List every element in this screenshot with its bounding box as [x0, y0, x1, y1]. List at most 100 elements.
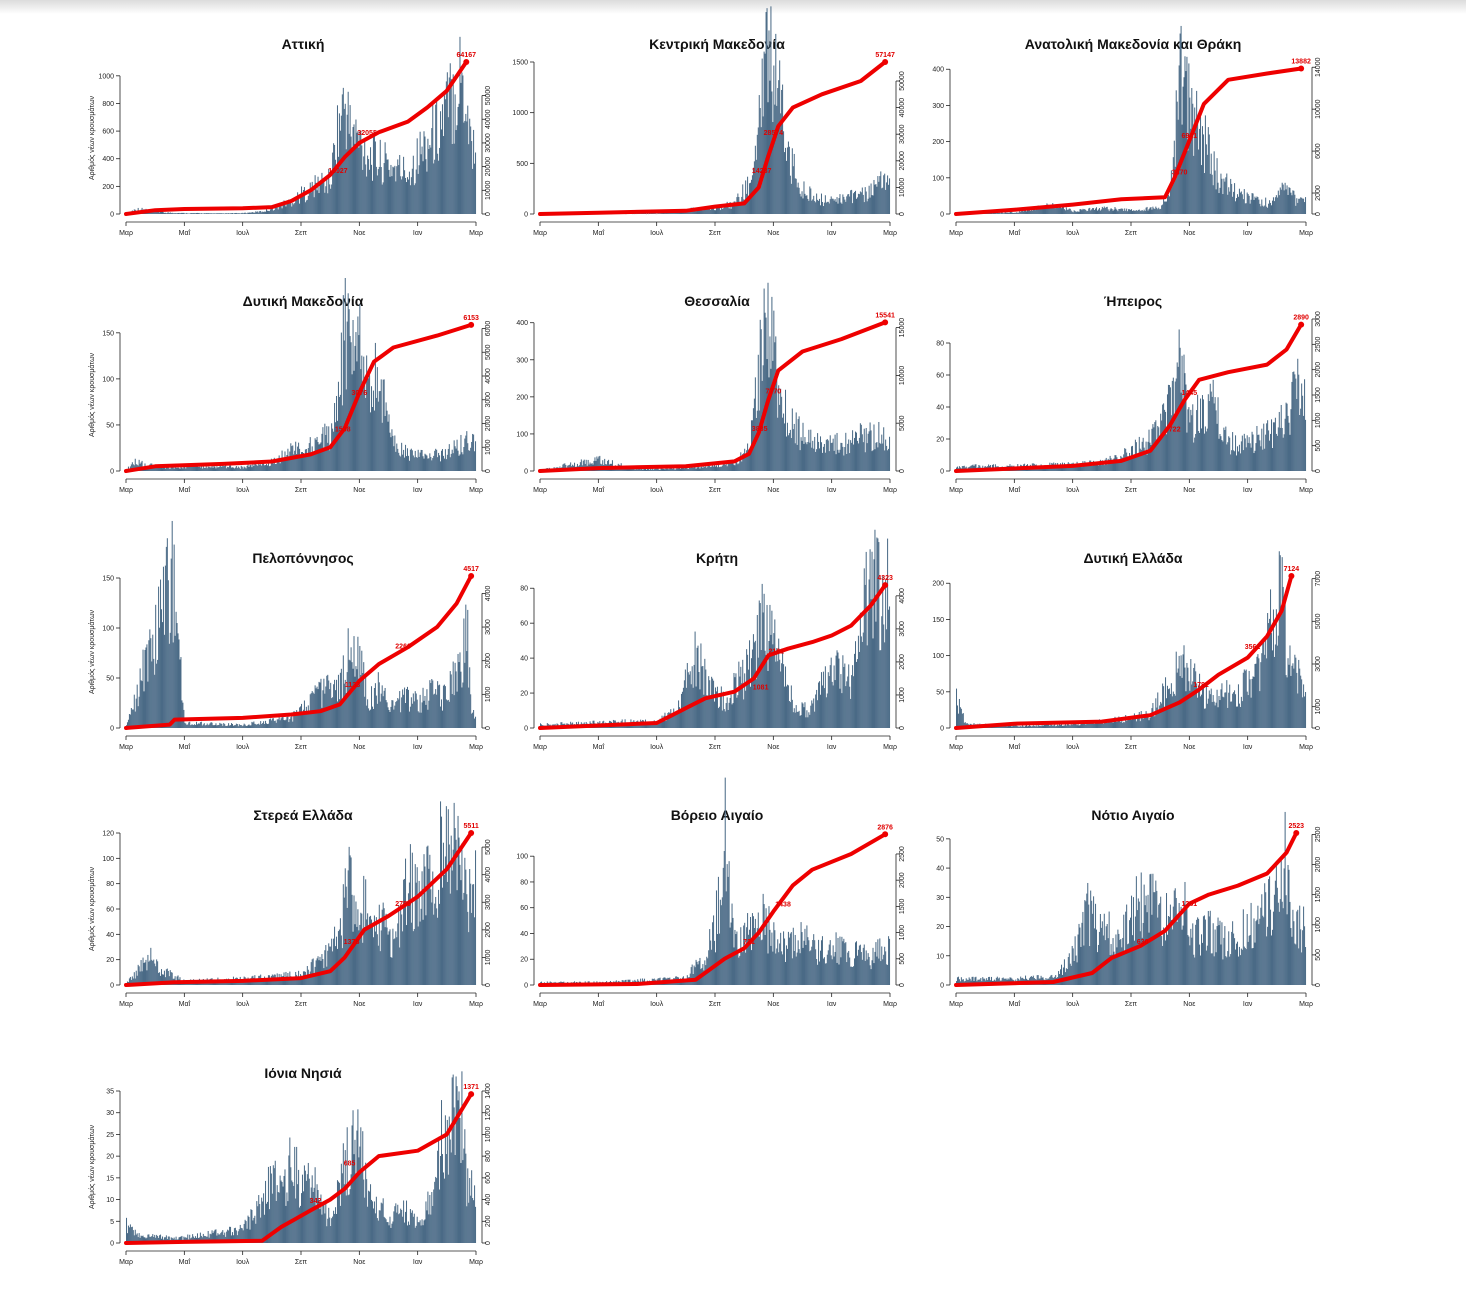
- bar-mark: [1098, 209, 1099, 214]
- bar-mark: [1138, 210, 1139, 214]
- bar-mark: [259, 725, 260, 728]
- bar-mark: [457, 125, 458, 214]
- bar-mark: [1026, 211, 1027, 214]
- bar-mark: [1149, 208, 1150, 214]
- bar-mark: [1210, 174, 1211, 214]
- bar-mark: [863, 948, 864, 985]
- bar-mark: [804, 194, 805, 214]
- bar-mark: [694, 966, 695, 985]
- bar-mark: [1140, 721, 1141, 728]
- bar-mark: [857, 441, 858, 471]
- bar-mark: [1009, 726, 1010, 728]
- bar-mark: [189, 722, 190, 728]
- bar-mark: [1099, 465, 1100, 471]
- bar-mark: [1175, 696, 1176, 728]
- bar-mark: [738, 958, 739, 985]
- bar-mark: [1172, 185, 1173, 214]
- bar-mark: [749, 930, 750, 985]
- bar-mark: [646, 470, 647, 471]
- bar-mark: [414, 701, 415, 728]
- bar-mark: [1081, 210, 1082, 214]
- bar-mark: [218, 467, 219, 471]
- bar-mark: [759, 600, 760, 728]
- bar-mark: [760, 320, 761, 471]
- bar-mark: [1289, 870, 1290, 985]
- bar-mark: [1069, 209, 1070, 214]
- bar-mark: [1158, 712, 1159, 728]
- bar-mark: [758, 355, 759, 471]
- bar-mark: [884, 947, 885, 985]
- bar-mark: [191, 725, 192, 728]
- month-label: Σεπ: [1125, 744, 1137, 751]
- bar-mark: [260, 211, 261, 214]
- bar-mark: [664, 469, 665, 471]
- bar-mark: [356, 669, 357, 728]
- bar-mark: [709, 680, 710, 728]
- bar-mark: [878, 959, 879, 985]
- bar-mark: [1257, 654, 1258, 728]
- bar-mark: [1229, 685, 1230, 728]
- bar-mark: [831, 658, 832, 728]
- bar-mark: [1126, 721, 1127, 728]
- bar-mark: [446, 81, 447, 214]
- right-tick-label: 50000: [485, 86, 492, 106]
- bar-mark: [808, 712, 809, 728]
- bar-mark: [167, 213, 168, 214]
- bar-mark: [808, 430, 809, 471]
- bar-mark: [211, 467, 212, 471]
- bar-mark: [473, 435, 474, 471]
- bar-mark: [823, 959, 824, 985]
- bar-mark: [1141, 872, 1142, 985]
- bar-mark: [818, 442, 819, 471]
- bar-mark: [221, 213, 222, 214]
- bar-mark: [186, 467, 187, 471]
- bar-mark: [250, 465, 251, 471]
- bar-mark: [702, 468, 703, 471]
- bar-mark: [706, 695, 707, 728]
- bar-mark: [1283, 908, 1284, 985]
- bar-mark: [1208, 394, 1209, 471]
- bar-mark: [1254, 197, 1255, 214]
- bar-mark: [775, 662, 776, 728]
- bar-mark: [881, 435, 882, 471]
- bar-mark: [470, 694, 471, 728]
- bar-mark: [1085, 210, 1086, 214]
- bar-mark: [825, 195, 826, 214]
- bar-mark: [275, 464, 276, 471]
- right-tick-label: 1000: [1315, 412, 1322, 428]
- bar-mark: [826, 963, 827, 985]
- bar-mark: [859, 946, 860, 985]
- bar-mark: [862, 188, 863, 214]
- bar-mark: [219, 213, 220, 214]
- bar-mark: [638, 469, 639, 471]
- bar-mark: [1217, 424, 1218, 471]
- bar-mark: [1111, 944, 1112, 985]
- bar-mark: [354, 124, 355, 214]
- bar-mark: [140, 668, 141, 728]
- bar-mark: [1258, 924, 1259, 985]
- bar-mark: [249, 724, 250, 728]
- bar-mark: [291, 207, 292, 214]
- chart-svg: 1388269413470010020030040002000600010000…: [924, 36, 1342, 276]
- bar-mark: [814, 201, 815, 214]
- bar-mark: [450, 671, 451, 728]
- bar-mark: [389, 433, 390, 471]
- bar-mark: [1044, 725, 1045, 728]
- bar-mark: [224, 724, 225, 728]
- bar-mark: [675, 469, 676, 471]
- bar-mark: [810, 430, 811, 471]
- bar-mark: [1245, 948, 1246, 985]
- bar-mark: [1196, 410, 1197, 471]
- bar-mark: [1103, 208, 1104, 214]
- bar-mark: [811, 201, 812, 214]
- annotation-label: 3076: [352, 390, 368, 397]
- bar-mark: [723, 465, 724, 471]
- bar-mark: [1261, 200, 1262, 215]
- bar-mark: [1234, 183, 1235, 214]
- bar-mark: [411, 449, 412, 471]
- bar-mark: [660, 213, 661, 214]
- bar-mark: [1224, 693, 1225, 728]
- bar-mark: [1084, 724, 1085, 728]
